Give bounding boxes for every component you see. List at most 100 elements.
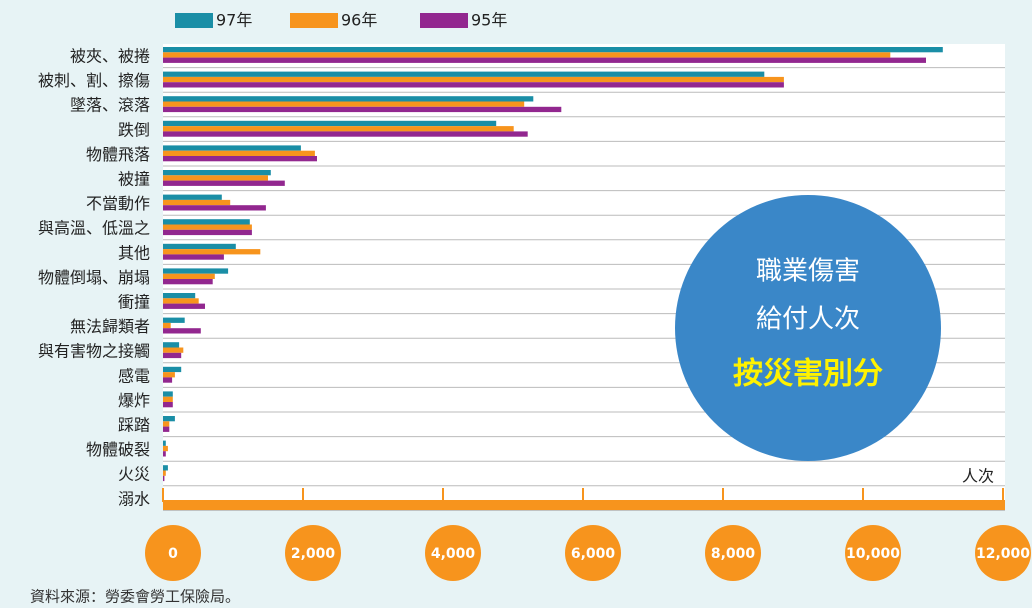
y-tick-label: 墜落、滾落: [70, 96, 150, 115]
y-tick-label: 衝撞: [118, 293, 150, 312]
y-tick-label: 火災: [118, 465, 150, 484]
bar: [163, 303, 205, 309]
x-tick-label: 4,000: [431, 546, 476, 562]
bar: [163, 377, 173, 383]
bar: [163, 229, 252, 236]
x-tick-label: 6,000: [571, 546, 616, 562]
y-tick-label: 爆炸: [118, 391, 150, 410]
bar: [163, 82, 784, 88]
bar: [163, 126, 514, 132]
x-tick-label: 12,000: [976, 546, 1030, 562]
bar: [163, 106, 562, 113]
y-tick-label: 與有害物之接觸: [38, 342, 150, 361]
y-tick-label: 不當動作: [86, 194, 150, 213]
legend-swatch: [175, 13, 213, 28]
bar: [163, 273, 215, 279]
bar: [163, 71, 765, 77]
annotation-circle: [675, 195, 941, 461]
bar: [163, 170, 271, 176]
annotation-line: 給付人次: [756, 305, 860, 335]
bar: [163, 416, 175, 422]
bar: [163, 402, 173, 408]
tick-circle: [705, 525, 761, 581]
bar: [163, 199, 231, 206]
bar: [163, 426, 170, 432]
tick-circle: [285, 525, 341, 581]
bar: [163, 268, 229, 274]
legend-label: 97年: [216, 11, 252, 30]
bar: [163, 421, 170, 427]
bar: [163, 465, 168, 471]
tick-circle: [845, 525, 901, 581]
bar: [163, 475, 165, 482]
bar: [163, 254, 224, 260]
bar: [163, 372, 175, 378]
y-tick-label: 被撞: [118, 170, 150, 189]
bar: [163, 396, 173, 402]
bar: [163, 249, 261, 255]
bar: [163, 322, 171, 329]
y-tick-label: 物體倒塌、崩塌: [38, 268, 150, 287]
bar: [163, 352, 182, 359]
y-tick-label: 跌倒: [118, 120, 150, 139]
bar: [163, 347, 184, 353]
bar: [163, 101, 525, 107]
y-tick-label: 與高溫、低溫之: [38, 219, 150, 238]
bar: [163, 243, 236, 250]
y-tick-label: 溺水: [118, 489, 150, 508]
bar: [163, 150, 315, 156]
y-tick-label: 被刺、割、擦傷: [38, 71, 150, 90]
bar: [163, 445, 168, 452]
y-tick-label: 被夾、被捲: [70, 47, 150, 66]
bar: [163, 470, 166, 476]
bar: [163, 391, 173, 397]
unit-label: 人次: [962, 467, 994, 486]
annotation-line: 職業傷害: [756, 257, 860, 287]
bar: [163, 47, 943, 53]
x-tick-label: 2,000: [291, 546, 336, 562]
bar: [163, 175, 268, 181]
y-tick-label: 感電: [118, 366, 150, 385]
y-tick-label: 無法歸類者: [70, 317, 150, 336]
bar: [163, 219, 250, 225]
y-tick-label: 物體破裂: [86, 440, 150, 459]
bar: [163, 96, 534, 102]
bar: [163, 180, 285, 186]
source: 資料來源：勞委會勞工保險局。: [30, 588, 240, 606]
y-tick-label: 其他: [118, 243, 150, 262]
tick-circle: [565, 525, 621, 581]
bar: [163, 328, 201, 334]
x-axis: [163, 500, 1005, 510]
tick-circle: [425, 525, 481, 581]
bar: [163, 205, 266, 211]
bar: [163, 131, 528, 137]
bar: [163, 194, 222, 200]
bar: [163, 298, 199, 304]
bar: [163, 145, 301, 151]
bar: [163, 440, 166, 446]
bar: [163, 342, 180, 348]
x-tick-label: 10,000: [846, 546, 900, 562]
bar: [163, 120, 497, 127]
bar: [163, 76, 784, 83]
legend-label: 95年: [471, 11, 507, 30]
x-tick-label: 8,000: [711, 546, 756, 562]
bar: [163, 279, 213, 285]
bar: [163, 366, 182, 373]
y-tick-label: 踩踏: [118, 416, 150, 435]
x-tick-label: 0: [168, 546, 178, 562]
legend-swatch: [420, 13, 468, 28]
bar: [163, 57, 926, 63]
bar: [163, 52, 891, 58]
bar: [163, 224, 252, 230]
bar: [163, 451, 166, 457]
legend-label: 96年: [341, 11, 377, 30]
bar: [163, 317, 185, 323]
annotation-highlight: 按災害別分: [733, 357, 883, 392]
tick-circle: [145, 525, 201, 581]
bar: [163, 293, 196, 299]
y-tick-label: 物體飛落: [86, 145, 150, 164]
legend-swatch: [290, 13, 338, 28]
bar: [163, 156, 317, 162]
